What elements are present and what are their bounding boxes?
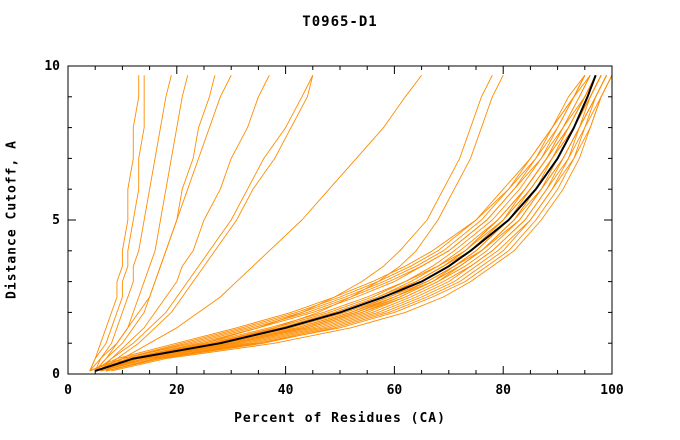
model-curve [100, 75, 314, 372]
model-curve [95, 75, 597, 372]
model-curve [100, 75, 607, 372]
model-curve [89, 75, 145, 372]
model-curve [105, 75, 613, 372]
x-tick-label: 100 [600, 383, 624, 398]
plot-title: T0965-D1 [302, 14, 378, 30]
model-curve [105, 75, 607, 372]
x-axis-label: Percent of Residues (CA) [234, 411, 446, 426]
model-curve [95, 75, 591, 372]
y-tick-label: 5 [52, 213, 60, 228]
y-tick-label: 10 [44, 59, 60, 74]
model-curve [94, 75, 314, 372]
model-curve [95, 74, 591, 372]
x-tick-label: 20 [169, 383, 185, 398]
model-curve [94, 75, 232, 372]
x-tick-label: 80 [495, 383, 511, 398]
model-curve [105, 75, 613, 372]
model-curve [94, 75, 172, 372]
x-tick-label: 40 [278, 383, 294, 398]
model-curve [89, 75, 216, 372]
reference-curve [94, 74, 597, 372]
model-curve [95, 75, 493, 372]
model-curve [95, 75, 597, 372]
x-tick-label: 0 [64, 383, 72, 398]
model-curve [105, 74, 422, 372]
model-curve [94, 75, 189, 372]
x-tick-label: 60 [387, 383, 403, 398]
y-tick-label: 0 [52, 367, 60, 382]
model-curve [105, 75, 607, 372]
model-curve [89, 75, 586, 372]
model-curve [95, 75, 602, 372]
model-curve [100, 75, 270, 372]
model-curve [89, 75, 140, 372]
model-curve [89, 75, 586, 372]
model-curve [111, 75, 613, 372]
